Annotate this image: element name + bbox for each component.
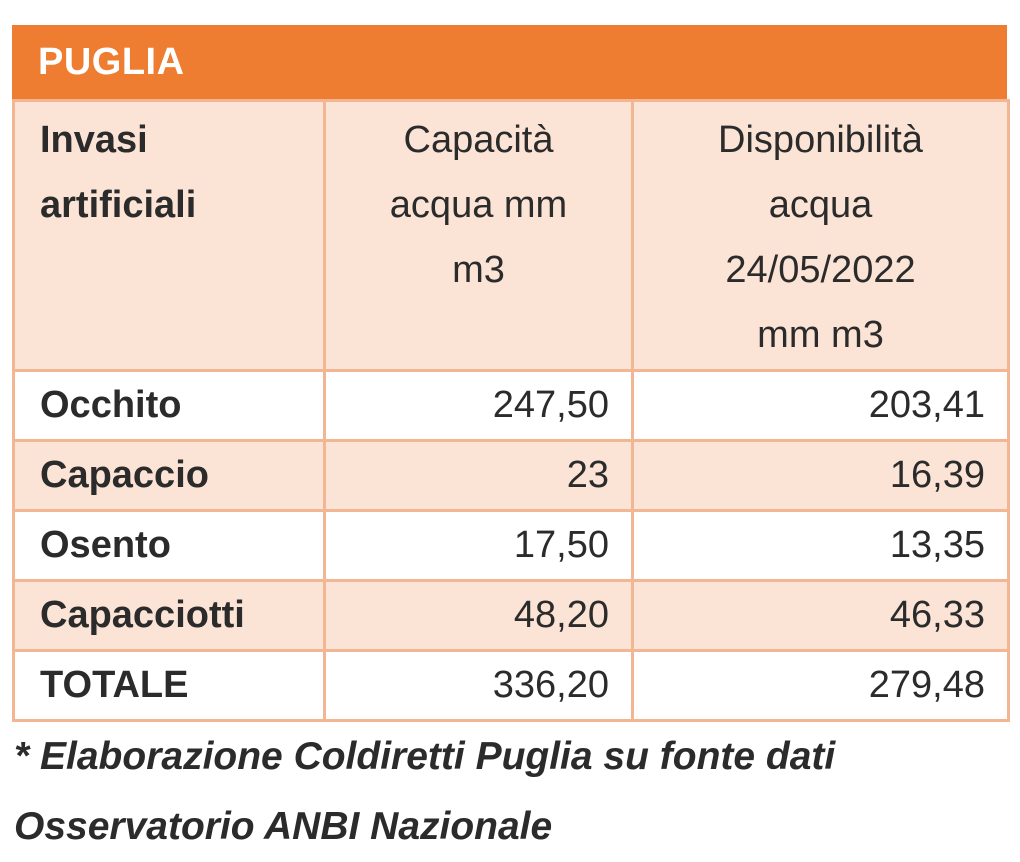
availability-value: 13,35 bbox=[631, 509, 1010, 582]
footnote-line-1: * Elaborazione Coldiretti Puglia su font… bbox=[14, 735, 836, 778]
header-line: artificiali bbox=[40, 184, 197, 226]
total-row: TOTALE 336,20 279,48 bbox=[12, 649, 1010, 722]
total-availability-value: 279,48 bbox=[631, 649, 1010, 722]
capacity-value: 23 bbox=[323, 439, 634, 512]
total-capacity-value: 336,20 bbox=[323, 649, 634, 722]
header-line: Invasi bbox=[40, 119, 148, 161]
header-line: acqua bbox=[768, 184, 873, 226]
header-capacity: Capacità acqua mm m3 bbox=[323, 99, 634, 372]
total-label: TOTALE bbox=[12, 649, 326, 722]
header-reservoir: Invasi artificiali bbox=[12, 99, 326, 372]
reservoir-name: Capacciotti bbox=[12, 579, 326, 652]
table-row: Capacciotti 48,20 46,33 bbox=[12, 579, 1010, 652]
header-availability: Disponibilità acqua 24/05/2022 mm m3 bbox=[631, 99, 1010, 372]
table-title: PUGLIA bbox=[38, 40, 185, 83]
reservoir-name: Osento bbox=[12, 509, 326, 582]
capacity-value: 247,50 bbox=[323, 369, 634, 442]
reservoir-table: PUGLIA Invasi artificiali Capacità acqua… bbox=[12, 25, 1010, 722]
reservoir-name: Capaccio bbox=[12, 439, 326, 512]
table-row: Capaccio 23 16,39 bbox=[12, 439, 1010, 512]
availability-value: 46,33 bbox=[631, 579, 1010, 652]
data-table: Invasi artificiali Capacità acqua mm m3 … bbox=[12, 99, 1010, 722]
capacity-value: 17,50 bbox=[323, 509, 634, 582]
header-line: acqua mm bbox=[389, 184, 568, 226]
availability-value: 203,41 bbox=[631, 369, 1010, 442]
availability-value: 16,39 bbox=[631, 439, 1010, 512]
capacity-value: 48,20 bbox=[323, 579, 634, 652]
table-row: Occhito 247,50 203,41 bbox=[12, 369, 1010, 442]
footnote-line-2: Osservatorio ANBI Nazionale bbox=[14, 805, 553, 848]
header-row: Invasi artificiali Capacità acqua mm m3 … bbox=[12, 99, 1010, 372]
header-line: Capacità bbox=[403, 119, 554, 161]
reservoir-name: Occhito bbox=[12, 369, 326, 442]
header-line: m3 bbox=[452, 249, 505, 291]
source-footnote: * Elaborazione Coldiretti Puglia su font… bbox=[14, 722, 1014, 862]
table-row: Osento 17,50 13,35 bbox=[12, 509, 1010, 582]
table-title-bar: PUGLIA bbox=[12, 25, 1007, 99]
header-line: Disponibilità bbox=[718, 119, 923, 161]
header-line: 24/05/2022 bbox=[725, 249, 916, 291]
header-line: mm m3 bbox=[757, 314, 884, 356]
